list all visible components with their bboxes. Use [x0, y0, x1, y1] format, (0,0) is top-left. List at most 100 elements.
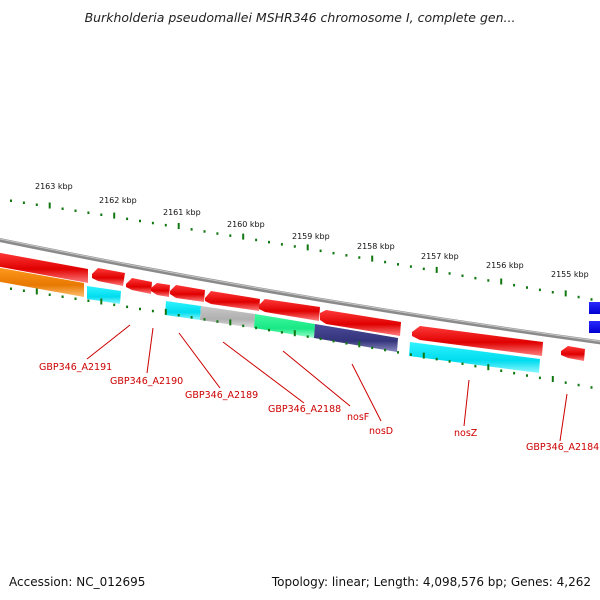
ruler-major-tick	[551, 376, 554, 382]
ruler-dot	[139, 307, 141, 311]
ruler-dot	[48, 293, 51, 296]
ruler-dot	[61, 295, 64, 298]
accession-text: Accession: NC_012695	[9, 575, 146, 589]
ruler-dot	[474, 364, 477, 368]
gene-cyan[interactable]	[87, 286, 121, 304]
ruler-dot	[448, 360, 451, 363]
gene-label[interactable]: GBP346_A2190	[110, 376, 183, 387]
gene-label[interactable]: GBP346_A2191	[39, 362, 112, 373]
kbp-label: 2157 kbp	[421, 252, 459, 261]
ruler-dot	[345, 254, 348, 257]
gene-cyan[interactable]	[409, 342, 540, 373]
gene-green[interactable]	[254, 314, 315, 338]
ruler-dot	[474, 276, 477, 280]
ruler-major-tick	[35, 288, 38, 295]
leader-line	[559, 393, 568, 442]
ruler-dot	[577, 383, 580, 387]
leader-line	[222, 341, 305, 404]
kbp-label: 2160 kbp	[227, 220, 265, 229]
ruler-dot	[255, 326, 258, 330]
chromosome-backbone-highlight	[0, 238, 600, 342]
gene-label[interactable]: GBP346_A2188	[268, 404, 341, 415]
gene-navy[interactable]	[314, 324, 398, 352]
ruler-major-tick	[242, 233, 245, 240]
gene-forward[interactable]	[0, 252, 88, 283]
gene-forward-blue[interactable]	[589, 302, 600, 314]
gene-forward[interactable]	[92, 268, 125, 286]
gene-gray[interactable]	[200, 306, 255, 328]
ruler-dot	[268, 328, 270, 332]
ruler-major-tick	[422, 352, 425, 359]
ruler-dot	[190, 228, 193, 231]
ruler-dot	[319, 337, 322, 341]
gene-forward[interactable]	[151, 283, 170, 297]
ruler-dot	[126, 217, 129, 221]
ruler-dot	[203, 230, 206, 233]
chromosome-backbone	[0, 237, 600, 345]
ruler-dot	[177, 314, 180, 317]
gene-forward[interactable]	[561, 346, 585, 361]
ruler-major-tick	[306, 244, 309, 251]
ruler-dot	[22, 201, 25, 204]
gene-forward[interactable]	[412, 326, 543, 356]
ruler-dot	[255, 238, 258, 242]
ruler-dot	[577, 295, 580, 299]
ruler-dot	[203, 318, 206, 321]
topology-summary: Topology: linear; Length: 4,098,576 bp; …	[271, 575, 591, 589]
kbp-label: 2162 kbp	[99, 196, 137, 205]
colored-genes	[0, 267, 540, 373]
ruler-dot	[384, 348, 387, 352]
leader-line	[178, 332, 221, 389]
ruler-dot	[139, 219, 141, 223]
kbp-label: 2155 kbp	[551, 270, 589, 279]
ruler-dot	[538, 288, 541, 292]
gene-forward[interactable]	[205, 291, 260, 311]
ruler-dot	[526, 374, 528, 377]
ruler-major-tick	[293, 330, 296, 337]
ruler-dot	[113, 303, 116, 307]
ruler-dot	[151, 221, 154, 225]
ruler-dot	[280, 243, 283, 246]
upper-scale-ruler	[10, 199, 593, 301]
gene-label[interactable]: GBP346_A2189	[185, 390, 258, 401]
ruler-major-tick	[358, 341, 361, 348]
ruler-dot	[87, 299, 90, 302]
leader-line	[463, 379, 470, 427]
ruler-dot	[590, 298, 593, 301]
gene-forward[interactable]	[320, 310, 401, 336]
ruler-dot	[590, 386, 593, 389]
ruler-major-tick	[500, 278, 503, 285]
gene-label[interactable]: nosF	[347, 412, 369, 423]
ruler-dot	[22, 289, 25, 292]
ruler-dot	[422, 267, 425, 271]
ruler-dot	[74, 209, 77, 212]
kbp-label: 2161 kbp	[163, 208, 201, 217]
ruler-major-tick	[48, 202, 51, 209]
ruler-dot	[126, 305, 129, 309]
gene-forward[interactable]	[126, 278, 152, 294]
ruler-dot	[151, 309, 154, 313]
gene-label[interactable]: nosZ	[454, 428, 478, 439]
ruler-major-tick	[100, 298, 103, 305]
ruler-dot	[345, 342, 348, 345]
gene-label[interactable]: nosD	[369, 426, 393, 437]
ruler-dot	[100, 213, 103, 216]
ruler-dot	[448, 272, 451, 275]
ruler-dot	[306, 335, 309, 338]
gene-forward[interactable]	[170, 285, 205, 302]
gene-label[interactable]: GBP346_A2184	[526, 442, 599, 453]
gene-orange[interactable]	[0, 267, 84, 297]
leader-line	[146, 327, 154, 374]
gene-forward-blue[interactable]	[589, 321, 600, 333]
ruler-dot	[487, 279, 490, 282]
ruler-major-tick	[435, 266, 438, 273]
ruler-dot	[61, 207, 64, 210]
gene-cyan[interactable]	[165, 301, 201, 320]
gene-forward[interactable]	[259, 299, 320, 321]
ruler-dot	[242, 324, 245, 328]
ruler-dot	[461, 362, 464, 365]
ruler-major-tick	[229, 319, 232, 326]
ruler-dot	[332, 339, 335, 343]
kbp-label: 2156 kbp	[486, 261, 524, 270]
